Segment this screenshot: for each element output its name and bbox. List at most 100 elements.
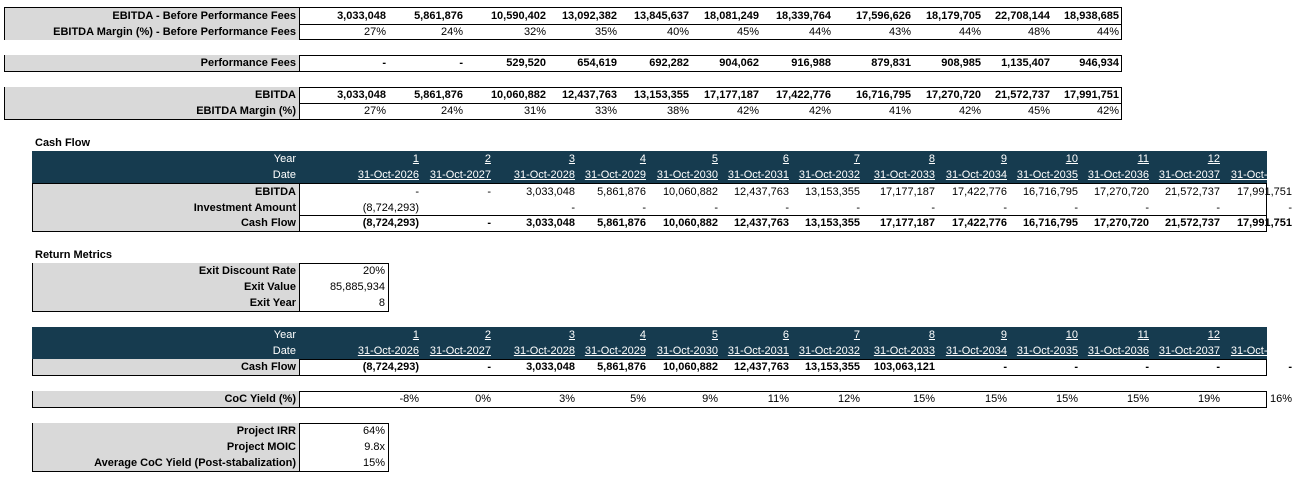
- investment-value: -: [642, 202, 646, 214]
- ebitda-before-block: EBITDA - Before Performance Fees 3,033,0…: [4, 7, 1122, 40]
- return-metrics-title: Return Metrics: [35, 249, 113, 261]
- exit-cashflow-value: 103,063,121: [873, 361, 935, 373]
- exit-cashflow-value: -: [1003, 361, 1007, 373]
- coc-yield-value: 15%: [1055, 393, 1078, 405]
- ebitda-before-margin-value: 44%: [1096, 26, 1119, 38]
- cf-ebitda-label: EBITDA: [33, 184, 299, 200]
- coc-yield-value: 0%: [475, 393, 491, 405]
- exit-cashflow-value: 12,437,763: [733, 361, 789, 373]
- cf-ebitda-value: 21,572,737: [1164, 186, 1220, 198]
- project-moic-value: 9.8x: [364, 441, 385, 453]
- year-cell: 6: [782, 153, 789, 165]
- ebitda-value: 17,177,187: [703, 89, 759, 101]
- performance-fee-value: 654,619: [577, 57, 617, 69]
- year-header-label: Year: [273, 153, 296, 165]
- exit-discount-value: 20%: [362, 265, 385, 277]
- exit-cashflow-label: Cash Flow: [33, 359, 299, 375]
- exit-cashflow-value: -: [1074, 361, 1078, 373]
- coc-yield-value: 5%: [630, 393, 646, 405]
- cashflow-value: 10,060,882: [662, 217, 718, 229]
- ebitda-before-value: 18,339,764: [775, 10, 831, 22]
- year-cell: 11: [1137, 153, 1149, 165]
- avg-coc-label: Average CoC Yield (Post-stabalization): [33, 455, 299, 471]
- date-cell: 31-Oct-2027: [429, 345, 491, 357]
- ebitda-before-value: 10,590,402: [490, 10, 546, 22]
- ebitda-before-margin-value: 48%: [1027, 26, 1050, 38]
- year-cell: 4: [639, 153, 646, 165]
- performance-fees-block: Performance Fees - - 529,520 654,619 692,282…: [4, 55, 1122, 72]
- year-cell: 12: [1207, 153, 1220, 165]
- year-cell: 4: [639, 329, 646, 341]
- ebitda-before-value: 5,861,876: [414, 10, 463, 22]
- ebitda-before-label: EBITDA - Before Performance Fees: [5, 8, 299, 24]
- cf-cashflow-label: Cash Flow: [33, 215, 299, 231]
- summary-table: Project IRR 64% Project MOIC 9.8x Averag…: [32, 423, 389, 472]
- investment-value: -: [1074, 202, 1078, 214]
- ebitda-value: 3,033,048: [337, 89, 386, 101]
- date-cell: 31-Oct-2030: [656, 169, 718, 181]
- ebitda-value: 10,060,882: [490, 89, 546, 101]
- date-cell: 31-Oct-2034: [945, 169, 1007, 181]
- ebitda-margin-value: 42%: [958, 105, 981, 117]
- year-cell: 8: [928, 153, 935, 165]
- exit-cashflow-value: (8,724,293): [362, 361, 419, 373]
- ebitda-before-margin-value: 40%: [666, 26, 689, 38]
- cashflow-value: -: [487, 217, 491, 229]
- ebitda-margin-value: 42%: [736, 105, 759, 117]
- date-cell: 31-Oct-2031: [727, 345, 789, 357]
- investment-amount-label: Investment Amount: [33, 200, 299, 216]
- date-cell: 31-Oct-2034: [945, 345, 1007, 357]
- year-cell: 10: [1065, 153, 1078, 165]
- cashflow-value: 5,861,876: [597, 217, 646, 229]
- project-moic-label: Project MOIC: [33, 439, 299, 455]
- ebitda-margin-label: EBITDA Margin (%): [5, 103, 299, 119]
- ebitda-margin-value: 38%: [666, 105, 689, 117]
- cf-ebitda-value: 17,177,187: [879, 186, 935, 198]
- ebitda-margin-value: 45%: [1027, 105, 1050, 117]
- year-cell: 8: [928, 329, 935, 341]
- investment-value: -: [785, 202, 789, 214]
- ebitda-block: EBITDA 3,033,048 5,861,876 10,060,882 12,43…: [4, 87, 1122, 120]
- ebitda-margin-value: 27%: [363, 105, 386, 117]
- year-cell: 11: [1137, 329, 1149, 341]
- year-cell: 2: [484, 329, 491, 341]
- exit-cashflow-value: 10,060,882: [662, 361, 718, 373]
- year-cell: 5: [711, 153, 718, 165]
- date-cell: 31-Oct-2031: [727, 169, 789, 181]
- exit-year-label: Exit Year: [33, 295, 299, 311]
- year-cell: 13: [1279, 329, 1292, 341]
- ebitda-margin-value: 31%: [523, 105, 546, 117]
- date-cell: 31-Oct-2037: [1158, 345, 1220, 357]
- date-cell: 31-Oct-2026: [357, 345, 419, 357]
- performance-fee-value: 529,520: [506, 57, 546, 69]
- investment-value: [422, 200, 494, 216]
- coc-yield-value: 11%: [767, 393, 789, 405]
- ebitda-margin-value: 41%: [888, 105, 911, 117]
- investment-value: -: [931, 202, 935, 214]
- date-cell: 31-Oct-2026: [357, 169, 419, 181]
- year-cell: 9: [1000, 153, 1007, 165]
- ebitda-value: 21,572,737: [994, 89, 1050, 101]
- coc-yield-label: CoC Yield (%): [33, 391, 299, 407]
- ebitda-before-value: 13,845,637: [633, 10, 689, 22]
- date-cell: 31-Oct-2036: [1087, 169, 1149, 181]
- exit-cashflow-value: 5,861,876: [597, 361, 646, 373]
- ebitda-value: 13,153,355: [633, 89, 689, 101]
- ebitda-value: 17,422,776: [775, 89, 831, 101]
- return-metrics-table: Exit Discount Rate 20% Exit Value 85,885…: [32, 263, 389, 312]
- ebitda-before-value: 22,708,144: [994, 10, 1050, 22]
- project-irr-value: 64%: [362, 425, 385, 437]
- cf-ebitda-value: 5,861,876: [597, 186, 646, 198]
- cash-flow-table: Year 1 2 3 4 5 6 7 8 9 10 11 12 13 Date 31-Oct-2026 3…: [32, 151, 1292, 232]
- ebitda-value: 16,716,795: [855, 89, 911, 101]
- date-header-label: Date: [272, 169, 296, 181]
- investment-value: -: [1288, 202, 1292, 214]
- coc-yield-value: -8%: [399, 393, 419, 405]
- year-header-label: Year: [273, 329, 296, 341]
- cf-ebitda-value: 17,422,776: [951, 186, 1007, 198]
- date-cell: 31-Oct-2038: [1230, 345, 1292, 357]
- ebitda-before-margin-label: EBITDA Margin (%) - Before Performance F…: [5, 24, 299, 40]
- exit-value-label: Exit Value: [33, 279, 299, 295]
- performance-fee-value: 904,062: [719, 57, 759, 69]
- cf-ebitda-value: 12,437,763: [733, 186, 789, 198]
